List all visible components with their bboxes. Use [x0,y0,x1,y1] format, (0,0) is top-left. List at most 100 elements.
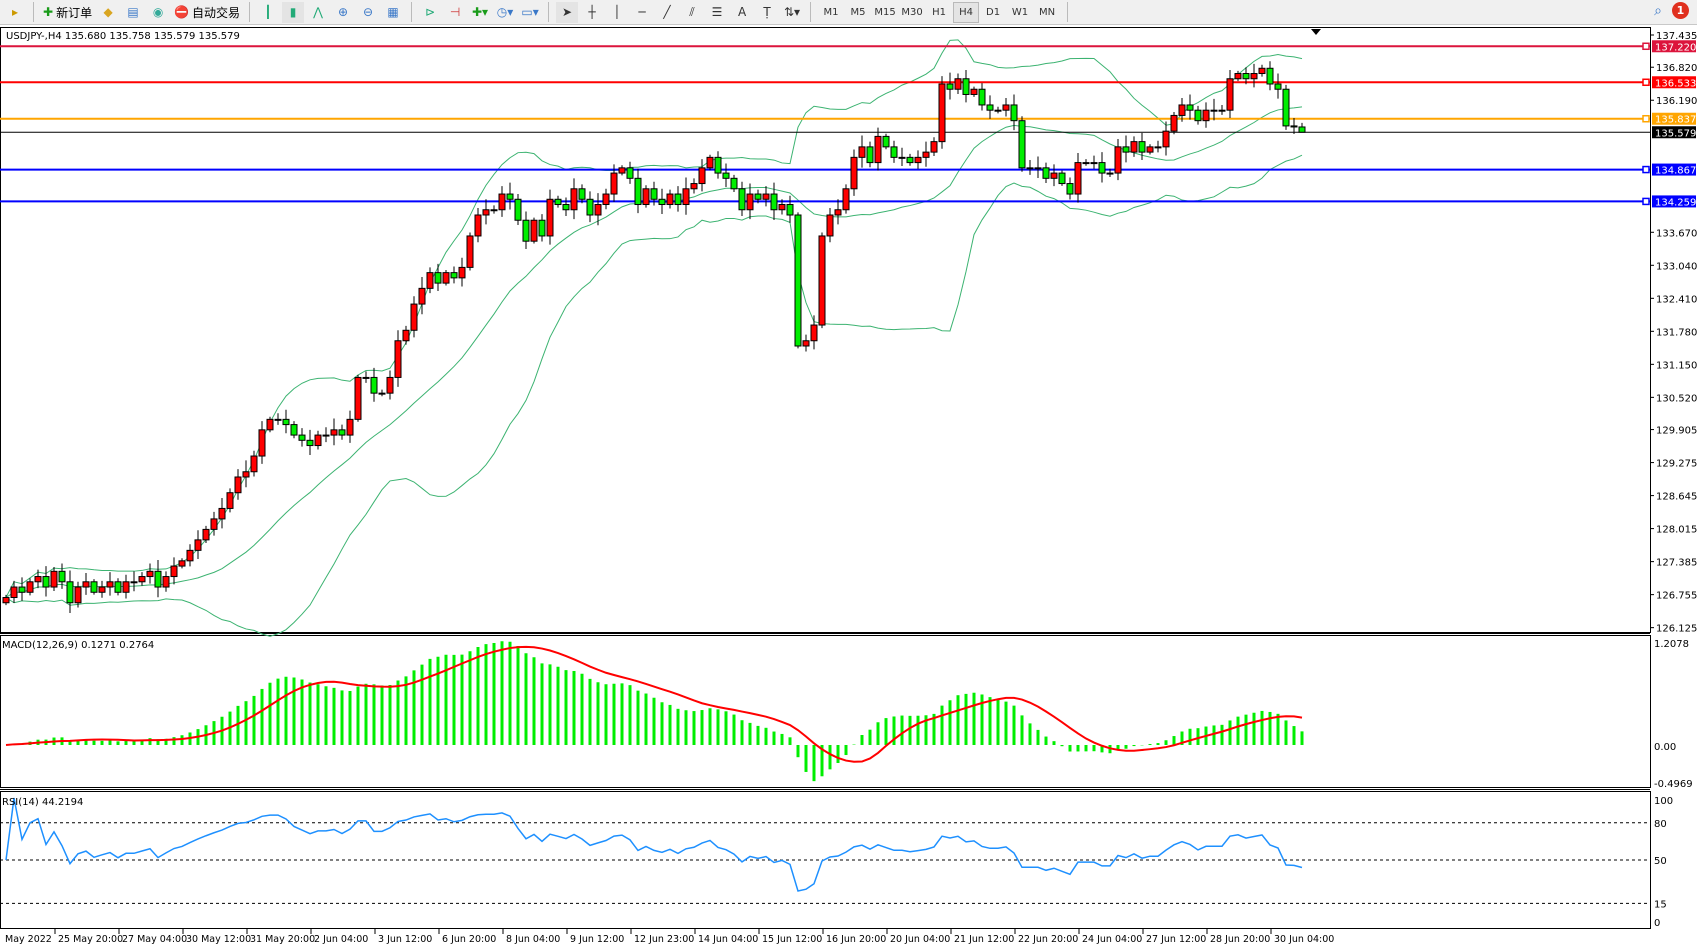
candle [842,188,850,211]
candle [1290,125,1298,128]
macd-title: MACD(12,26,9) 0.1271 0.2764 [2,640,154,651]
candle [1018,120,1026,169]
zoom-in-icon[interactable]: ⊕ [338,5,349,19]
macd-signal-line [5,645,1303,763]
x-tick-label: 27 May 04:00 [122,934,187,945]
candle [170,565,178,578]
candle [914,156,922,164]
candle [442,272,450,284]
timeframe-d1[interactable]: D1 [986,6,1001,18]
candle [1034,167,1042,170]
timeframe-h1[interactable]: H1 [932,6,946,18]
timeframe-m15[interactable]: M15 [874,6,896,18]
zoom-out-icon[interactable]: ⊖ [363,5,374,19]
candle [434,272,442,284]
auto-trading-button[interactable]: ⛔ 自动交易 [172,2,242,23]
candle [650,188,658,200]
line-chart-icon[interactable]: ⋀ [313,5,323,19]
crosshair-icon[interactable]: ┼ [588,5,596,19]
chart-shift-icon[interactable]: ⊣ [449,5,461,19]
candle [1090,162,1098,165]
timeframe-m5[interactable]: M5 [850,6,866,18]
y-tick-label: 126.755 [1656,591,1697,602]
y-tick-label: 133.040 [1656,261,1697,272]
text-label-icon[interactable]: Ṭ [763,5,771,19]
timeframe-h4[interactable]: H4 [953,1,980,23]
y-tick-label: 126.125 [1656,624,1697,635]
candle [266,418,274,431]
channel-icon[interactable]: ⫽ [689,4,695,19]
timeframe-mn[interactable]: MN [1038,6,1056,18]
candle [146,570,154,578]
candle [586,198,594,216]
rsi-y-label: 0 [1654,918,1660,929]
rsi-y-label: 100 [1654,796,1673,807]
candle [906,156,914,164]
bar-chart-icon[interactable]: ┃ [264,5,272,19]
candle [106,581,114,588]
candle [18,586,26,593]
candle [194,539,202,551]
macd-panel-frame [0,635,1651,788]
candle [1058,172,1066,185]
arrows-icon[interactable]: ⇅▾ [784,5,801,19]
candle [474,214,482,237]
text-icon[interactable]: A [737,5,747,19]
y-tick-label: 129.905 [1656,426,1697,437]
notification-badge[interactable]: 1 [1672,2,1689,19]
vertical-line-icon[interactable]: │ [613,5,621,19]
candlestick-icon[interactable]: ▮ [282,1,305,23]
y-tick-label: 132.410 [1656,294,1697,305]
toolbar: ▸ ✚ 新订单 ◆ ▤ ◉ ⛔ 自动交易 ┃ ▮ ⋀ ⊕ ⊖ ▦ ⊳ ⊣ ✚▾ ◷▾… [0,0,1697,25]
indicators-icon[interactable]: ✚▾ [472,5,489,19]
horizontal-line-icon[interactable]: ─ [638,5,646,19]
templates-icon[interactable]: ▭▾ [521,5,539,19]
cursor-icon[interactable]: ➤ [556,1,579,23]
divider [411,2,413,22]
line-handle [1642,42,1650,51]
signals-icon[interactable]: ◉ [152,5,164,19]
candle [618,167,626,174]
x-tick-label: 24 Jun 04:00 [1082,934,1142,945]
line-handle [1642,165,1650,174]
candle [954,78,962,90]
candle [802,340,810,347]
candle [922,151,930,158]
timeframe-m1[interactable]: M1 [823,6,839,18]
x-tick-label: 30 Jun 04:00 [1274,934,1334,945]
candle [930,141,938,153]
candle [1250,73,1258,80]
trendline-icon[interactable]: ╱ [663,5,671,19]
auto-scroll-icon[interactable]: ⊳ [425,5,436,19]
candle [234,476,242,494]
candle [394,340,402,378]
timeframe-w1[interactable]: W1 [1011,6,1029,18]
new-order-button[interactable]: ✚ 新订单 [41,2,94,23]
fibonacci-icon[interactable]: ☰ [711,5,723,19]
periods-icon[interactable]: ◷▾ [496,5,514,19]
candle [538,219,546,237]
candle [690,183,698,190]
candle [378,392,386,395]
candle [226,492,234,509]
candle [706,156,714,169]
candle [1074,162,1082,195]
meta-editor-icon[interactable]: ◆ [103,5,113,19]
y-tick-label: 128.015 [1656,525,1697,536]
candle [1082,162,1090,165]
candle [1122,146,1130,153]
x-tick-label: 20 Jun 04:00 [890,934,950,945]
candle [1202,109,1210,122]
search-icon[interactable]: ⌕ [1654,2,1662,19]
candle [426,272,434,289]
price-line-label: 137.220 [1655,42,1696,53]
candle [498,193,506,211]
candle [154,570,162,588]
tile-windows-icon[interactable]: ▦ [387,5,399,19]
candle [186,549,194,562]
data-window-icon[interactable]: ▤ [127,5,139,19]
timeframe-m30[interactable]: M30 [901,6,923,18]
x-tick-label: 30 May 12:00 [186,934,251,945]
candle [1114,146,1122,174]
